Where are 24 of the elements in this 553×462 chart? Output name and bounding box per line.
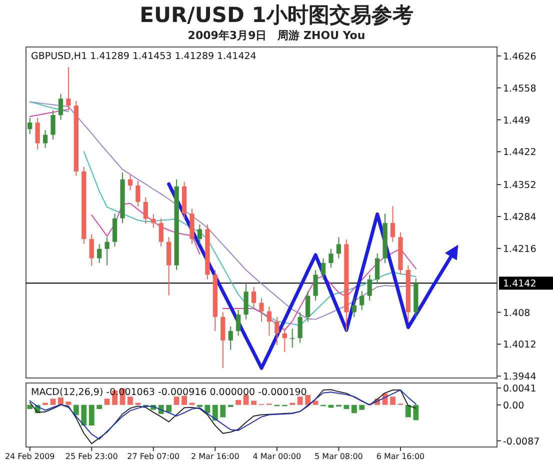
y-tick-label: 1.4352 [503, 180, 536, 192]
y-tick-label: 1.408 [503, 308, 530, 319]
x-tick-label: 6 Mar 16:00 [376, 452, 425, 461]
chart-title: EUR/USD 1小时图交易参考 [140, 3, 414, 27]
x-tick-label: 25 Feb 23:00 [65, 452, 118, 461]
x-tick-label: 24 Feb 2009 [4, 452, 55, 461]
y-tick-label: 1.4558 [503, 83, 536, 94]
annotation: GBPUSD,H1 1.41289 1.41453 1.41289 1.41424 [31, 51, 256, 62]
x-tick-label: 2 Mar 16:00 [191, 452, 240, 461]
y-tick-label: 1.4422 [503, 147, 536, 158]
y-tick-label: 1.449 [503, 115, 530, 126]
ref-line-label: 1.4142 [503, 278, 536, 290]
y-tick-label: 0.0041 [503, 383, 536, 394]
y-tick-label: 1.4216 [503, 244, 536, 255]
y-tick-label: 1.4284 [503, 212, 536, 223]
chart-subtitle: 2009年3月9日 周游 ZHOU You [188, 29, 366, 42]
x-tick-label: 5 Mar 08:00 [314, 452, 363, 461]
x-tick-label: 27 Feb 07:00 [127, 452, 180, 461]
y-tick-label: 0.00 [503, 400, 524, 412]
y-tick-label: 1.4012 [503, 340, 536, 351]
x-tick-label: 4 Mar 00:00 [252, 452, 302, 461]
y-tick-label: -0.0087 [503, 436, 540, 448]
y-tick-label: 1.3944 [503, 372, 536, 383]
y-tick-label: 1.4626 [503, 51, 536, 62]
